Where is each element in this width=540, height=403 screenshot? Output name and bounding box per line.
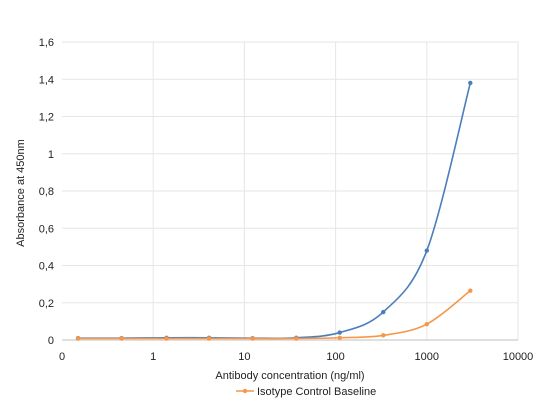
x-tick-label: 1000 [415, 351, 439, 363]
y-tick-label: 0,8 [39, 186, 54, 198]
series-isotype-point [294, 336, 299, 341]
legend-label: Isotype Control Baseline [257, 386, 376, 398]
x-tick-label: 1 [150, 351, 156, 363]
series-1-point [337, 330, 342, 335]
series-isotype-point [164, 336, 169, 341]
legend: Isotype Control Baseline [236, 386, 376, 398]
series-1-point [424, 248, 429, 253]
x-tick-label: 10000 [503, 351, 534, 363]
x-tick-label: 10 [238, 351, 250, 363]
series-isotype-line [78, 290, 471, 340]
axes: 0 0,2 0,4 0,6 0,8 1 1,2 1,4 1,6 0 1 10 100 1000 10000 [39, 37, 534, 363]
series-1-line [78, 82, 472, 340]
y-axis-title: Absorbance at 450nm [15, 139, 27, 247]
y-tick-label: 0,2 [39, 298, 54, 310]
gridlines [62, 41, 519, 340]
series-isotype-point [75, 336, 81, 341]
series-isotype-point [206, 336, 212, 341]
series-1-point [381, 309, 386, 315]
y-tick-label: 1 [48, 149, 54, 161]
x-tick-label: 0 [59, 351, 65, 363]
x-tick-label: 100 [326, 351, 344, 363]
series-isotype-point [381, 333, 386, 338]
y-tick-label: 0 [48, 335, 54, 347]
y-tick-label: 0,4 [39, 261, 54, 273]
y-tick-label: 1,6 [39, 37, 54, 49]
series-1-point [468, 80, 473, 86]
y-tick-label: 1,4 [39, 74, 54, 86]
legend-swatch-marker [242, 388, 248, 394]
series-isotype-point [468, 288, 473, 293]
series-isotype-point [424, 321, 429, 327]
y-tick-label: 0,6 [39, 223, 54, 235]
series-isotype-point [119, 336, 124, 341]
series-isotype-point [250, 336, 255, 341]
x-axis-title: Antibody concentration (ng/ml) [215, 370, 364, 382]
y-tick-label: 1,2 [39, 112, 54, 124]
series-isotype-point [337, 335, 342, 340]
series-plot-area [75, 80, 473, 341]
